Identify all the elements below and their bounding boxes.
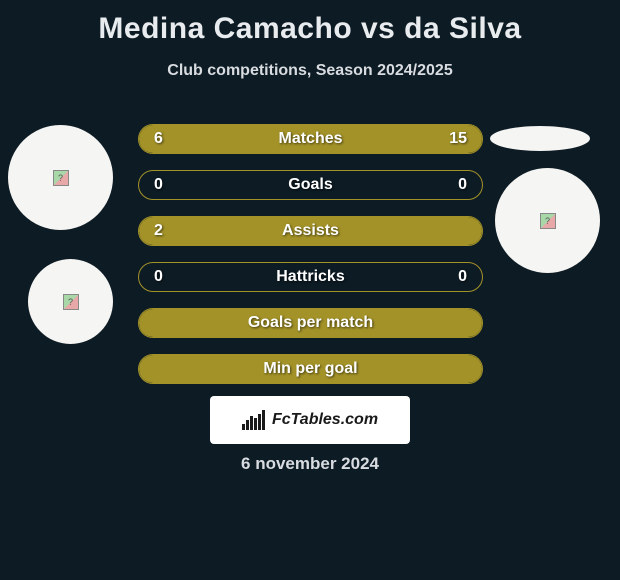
- player-right-avatar: [495, 168, 600, 273]
- stats-container: 6Matches150Goals02Assists0Hattricks0Goal…: [138, 124, 483, 400]
- stat-row: 2Assists: [138, 216, 483, 246]
- stat-label: Matches: [139, 130, 482, 148]
- stat-row: 0Goals0: [138, 170, 483, 200]
- stat-label: Assists: [139, 222, 482, 240]
- stat-label: Goals per match: [139, 314, 482, 332]
- stat-row: 0Hattricks0: [138, 262, 483, 292]
- fctables-logo-icon: [242, 410, 266, 430]
- stat-label: Min per goal: [139, 360, 482, 378]
- date-label: 6 november 2024: [0, 454, 620, 474]
- stat-row: 6Matches15: [138, 124, 483, 154]
- stat-value-right: 0: [458, 176, 467, 194]
- stat-value-right: 0: [458, 268, 467, 286]
- footer-brand-text: FcTables.com: [272, 411, 378, 429]
- stat-value-right: 15: [449, 130, 467, 148]
- page-title: Medina Camacho vs da Silva: [0, 0, 620, 46]
- broken-image-icon: [540, 213, 556, 229]
- stat-label: Hattricks: [139, 268, 482, 286]
- broken-image-icon: [63, 294, 79, 310]
- footer-brand-badge: FcTables.com: [210, 396, 410, 444]
- player-left-avatar: [8, 125, 113, 230]
- player-right-avatar-top: [490, 126, 590, 151]
- broken-image-icon: [53, 170, 69, 186]
- stat-row: Min per goal: [138, 354, 483, 384]
- stat-row: Goals per match: [138, 308, 483, 338]
- team-left-avatar: [28, 259, 113, 344]
- stat-label: Goals: [139, 176, 482, 194]
- page-subtitle: Club competitions, Season 2024/2025: [0, 62, 620, 80]
